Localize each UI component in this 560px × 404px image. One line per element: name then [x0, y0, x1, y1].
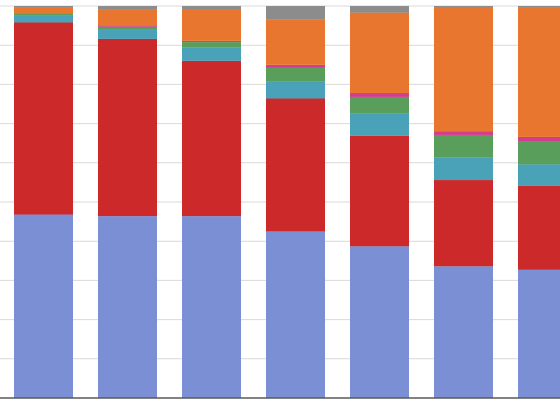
bar-segment-1-4: [14, 13, 73, 16]
bar-segment-3-5: [182, 40, 241, 43]
bar-segment-2-5: [98, 25, 157, 27]
bar-segment-6-1: [434, 266, 493, 398]
bar-segment-7-2: [518, 185, 560, 270]
bar-segment-3-6: [182, 9, 241, 41]
bar-stack-3: [182, 6, 241, 398]
bar-segment-6-5: [434, 131, 493, 135]
bar-segment-6-3: [434, 157, 493, 181]
bar-segment-3-7: [182, 6, 241, 10]
bar-segment-7-7: [518, 6, 560, 8]
bar-stack-7: [518, 6, 560, 398]
bar-segment-7-1: [518, 269, 560, 398]
bar-segment-6-6: [434, 7, 493, 132]
bar-segment-2-3: [98, 29, 157, 39]
bar-segment-4-2: [266, 98, 325, 232]
bar-segment-3-1: [182, 216, 241, 398]
bar-segment-6-7: [434, 6, 493, 8]
bar-segment-5-6: [350, 12, 409, 94]
bar-stacks: [14, 6, 560, 398]
bar-segment-5-2: [350, 135, 409, 247]
bar-stack-2: [98, 6, 157, 398]
bar-segment-6-4: [434, 134, 493, 158]
bar-segment-2-1: [98, 216, 157, 398]
bar-segment-3-4: [182, 42, 241, 48]
bar-segment-2-7: [98, 6, 157, 10]
bar-segment-3-3: [182, 47, 241, 61]
bar-segment-7-4: [518, 141, 560, 165]
bar-segment-2-2: [98, 38, 157, 217]
bar-segment-7-6: [518, 7, 560, 137]
bar-segment-2-4: [98, 26, 157, 30]
bar-stack-1: [14, 6, 73, 398]
bar-segment-1-7: [14, 6, 73, 8]
bar-segment-2-6: [98, 9, 157, 26]
bar-segment-4-4: [266, 67, 325, 82]
bar-segment-4-6: [266, 19, 325, 65]
bar-segment-5-3: [350, 113, 409, 136]
bar-segment-4-3: [266, 81, 325, 99]
bar-segment-7-5: [518, 136, 560, 142]
bar-segment-1-6: [14, 7, 73, 14]
bar-segment-1-2: [14, 22, 73, 215]
bar-segment-7-3: [518, 164, 560, 186]
bar-stack-5: [350, 6, 409, 398]
bar-segment-4-5: [266, 64, 325, 68]
bar-segment-1-3: [14, 15, 73, 23]
bar-segment-5-1: [350, 246, 409, 398]
bar-segment-4-1: [266, 231, 325, 398]
bar-segment-3-2: [182, 60, 241, 217]
bar-segment-5-4: [350, 96, 409, 114]
bar-stack-6: [434, 6, 493, 398]
bar-segment-1-1: [14, 214, 73, 398]
bar-segment-6-2: [434, 180, 493, 267]
bar-stack-4: [266, 6, 325, 398]
bar-segment-5-7: [350, 6, 409, 13]
bar-segment-5-5: [350, 93, 409, 97]
bar-segment-4-7: [266, 6, 325, 20]
